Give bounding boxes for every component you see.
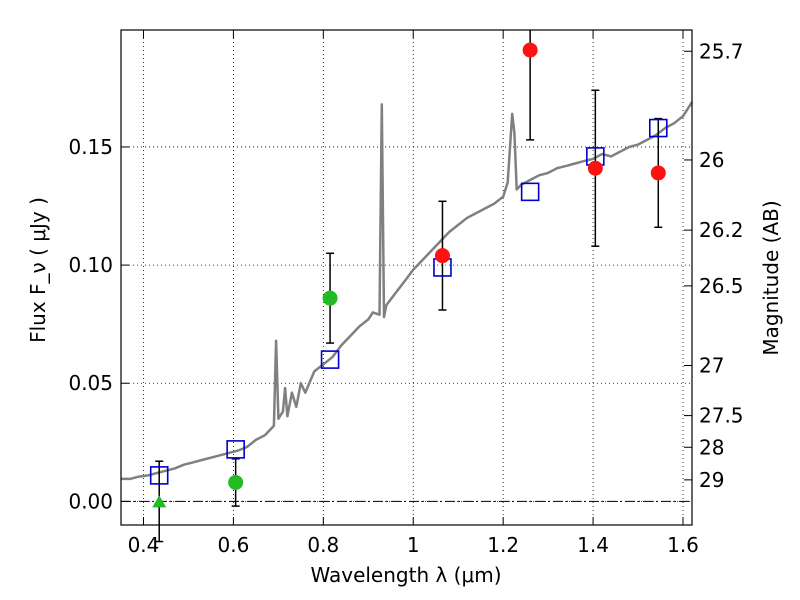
x-tick-label: 0.6 xyxy=(217,533,249,557)
x-tick-label: 0.4 xyxy=(128,533,160,557)
grid xyxy=(121,30,692,525)
x-tick-label: 1.6 xyxy=(667,533,699,557)
square-marker xyxy=(226,440,245,459)
plot-frame xyxy=(120,29,693,526)
y-tick-label: 0.10 xyxy=(68,253,113,277)
right-tick-label: 29 xyxy=(699,468,724,492)
y-tick-label: 0.15 xyxy=(68,135,113,159)
spectrum-line xyxy=(121,101,694,481)
y-tick-label: 0.05 xyxy=(68,371,113,395)
right-tick-label: 26.5 xyxy=(699,274,744,298)
x-axis-title: Wavelength λ (μm) xyxy=(310,563,501,587)
circle-marker xyxy=(522,42,538,58)
right-tick-label: 25.7 xyxy=(699,39,744,63)
square-marker xyxy=(149,466,169,485)
marker-layer xyxy=(149,42,668,508)
y-axis-right-title: Magnitude (AB) xyxy=(759,200,783,355)
spectrum-layer xyxy=(121,101,694,481)
right-tick-label: 26 xyxy=(699,148,724,172)
y-axis-left: 0.00 0.05 0.10 0.15 xyxy=(68,135,129,513)
square-marker xyxy=(320,350,340,369)
x-tick-label: 0.8 xyxy=(307,533,339,557)
x-tick-label: 1.4 xyxy=(577,533,609,557)
right-tick-label: 28 xyxy=(699,435,724,459)
right-tick-label: 27.5 xyxy=(699,404,744,428)
y-axis-title: Flux F_ν ( μJy ) xyxy=(26,197,50,343)
circle-marker xyxy=(587,160,603,176)
x-tick-label: 1 xyxy=(407,533,420,557)
square-marker xyxy=(648,118,668,138)
circle-marker xyxy=(228,474,244,490)
square-marker xyxy=(520,182,540,202)
triangle-marker xyxy=(152,495,167,508)
circle-marker xyxy=(650,165,666,181)
right-tick-label: 26.2 xyxy=(699,218,744,242)
right-tick-label: 27 xyxy=(699,354,724,378)
x-axis: 0.4 0.6 0.8 1 1.2 1.4 1.6 xyxy=(128,30,699,557)
x-tick-label: 1.2 xyxy=(487,533,519,557)
y-tick-label: 0.00 xyxy=(68,489,113,513)
circle-marker xyxy=(322,290,338,306)
circle-marker xyxy=(434,248,450,264)
y-axis-right: 25.7 26 26.2 26.5 27 27.5 28 29 xyxy=(684,39,744,492)
